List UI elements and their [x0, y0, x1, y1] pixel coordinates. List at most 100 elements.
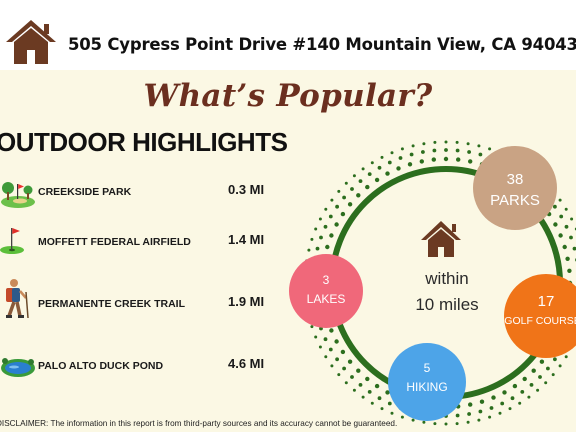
highlight-name: MOFFETT FEDERAL AIRFIELD — [38, 236, 191, 248]
ring-dot — [468, 402, 473, 407]
ring-dot — [522, 376, 527, 382]
ring-dot — [398, 156, 403, 160]
ring-dot — [329, 328, 334, 333]
ring-dot — [370, 401, 374, 405]
ring-dot — [374, 383, 380, 389]
ring-dot — [544, 381, 548, 385]
hiking-bubble — [388, 343, 466, 421]
ring-dot — [432, 148, 437, 153]
ring-dot — [444, 148, 448, 152]
ring-dot — [564, 355, 568, 359]
parks-text: PARKS — [490, 191, 540, 209]
ring-dot — [328, 214, 333, 219]
property-address: 505 Cypress Point Drive #140 Mountain Vi… — [68, 35, 576, 54]
radius-line-1: within — [425, 269, 469, 288]
ring-dot — [468, 159, 473, 164]
home-icon — [6, 20, 56, 64]
ring-dot — [500, 401, 505, 406]
lakes-bubble — [289, 254, 363, 328]
ring-dot — [536, 388, 540, 392]
ring-dot — [531, 368, 536, 373]
ring-dot — [347, 359, 353, 364]
ring-dot — [329, 233, 334, 238]
ring-dot — [367, 172, 372, 177]
ring-dot — [361, 167, 365, 171]
ring-dot — [558, 198, 562, 202]
hiking-text: HIKING — [406, 379, 448, 394]
ring-dot — [433, 422, 437, 426]
hiker-icon — [6, 279, 29, 319]
ring-dot — [546, 366, 550, 371]
ring-dot — [342, 195, 346, 200]
ring-dot — [374, 177, 380, 183]
ring-dot — [380, 155, 384, 159]
ring-dot — [443, 156, 449, 162]
ring-dot — [553, 222, 558, 227]
ring-dot — [380, 407, 384, 411]
ring-dot — [324, 355, 328, 359]
ring-dot — [356, 193, 361, 198]
ring-dot — [337, 373, 341, 377]
ring-dot — [325, 244, 330, 250]
ring-dot — [527, 395, 531, 399]
ring-dot — [385, 390, 390, 395]
golf-courses-bubble — [504, 274, 576, 358]
parks-bubble — [473, 146, 557, 230]
ring-dot — [455, 148, 460, 153]
radius-line-2: 10 miles — [415, 294, 479, 314]
ring-dot — [422, 142, 426, 146]
ring-dot — [407, 162, 413, 167]
golf-courses-label: 17 GOLF COURSES — [501, 294, 576, 327]
ring-dot — [520, 390, 525, 394]
ring-dot — [510, 396, 515, 401]
ring-dot — [562, 244, 567, 250]
ring-dot — [323, 224, 328, 229]
highlight-distance: 1.4 MI — [228, 232, 265, 247]
ring-dot — [498, 411, 502, 415]
ring-dot — [551, 373, 555, 377]
ring-dot — [323, 337, 328, 342]
ring-dot — [315, 246, 320, 251]
ring-dot — [529, 383, 534, 387]
ring-dot — [431, 157, 436, 162]
ring-dot — [324, 207, 328, 211]
ring-dot — [478, 152, 483, 157]
ring-dot — [390, 151, 394, 155]
ring-dot — [455, 422, 459, 426]
ring-dot — [411, 418, 415, 422]
ring-dot — [396, 166, 401, 171]
ring-dot — [314, 335, 318, 339]
ring-dot — [367, 390, 372, 394]
ring-dot — [559, 214, 564, 219]
ring-dot — [356, 368, 361, 373]
golf-flag-icon — [0, 228, 24, 254]
hiking-label: 5 HIKING — [391, 362, 463, 393]
ring-dot — [553, 204, 557, 209]
radius-caption: within 10 miles — [392, 266, 502, 317]
ring-dot — [390, 411, 394, 415]
ring-dot — [433, 140, 437, 144]
ring-dot — [385, 171, 390, 176]
ring-dot — [572, 246, 576, 251]
list-item: PERMANENTE CREEK TRAIL 1.9 MI — [0, 279, 290, 324]
ring-dot — [350, 375, 354, 379]
ring-dot — [350, 187, 354, 191]
ring-dot — [564, 224, 569, 229]
highlight-distance: 0.3 MI — [228, 182, 265, 197]
ring-dot — [488, 415, 492, 419]
highlight-distance: 1.9 MI — [228, 294, 265, 309]
ring-dot — [365, 376, 370, 382]
ring-dot — [400, 415, 404, 419]
ring-dot — [489, 406, 494, 410]
list-item: CREEKSIDE PARK 0.3 MI — [0, 172, 290, 212]
pond-icon — [1, 358, 35, 377]
ring-dot — [491, 395, 496, 400]
ring-dot — [518, 401, 522, 405]
ring-dot — [344, 181, 348, 185]
ring-dot — [310, 325, 314, 329]
ring-dot — [328, 347, 333, 352]
ring-dot — [444, 422, 448, 426]
ring-dot — [553, 357, 557, 362]
ring-dot — [370, 161, 374, 165]
ring-dot — [335, 357, 339, 362]
